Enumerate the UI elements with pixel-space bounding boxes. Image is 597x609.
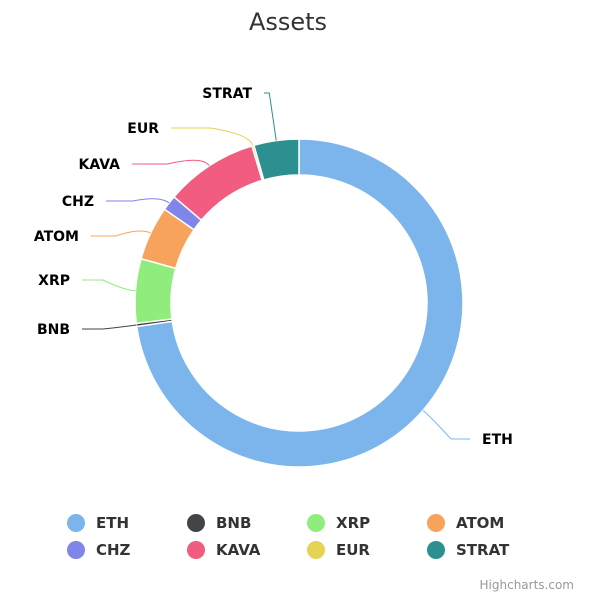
legend-label-bnb: BNB (216, 514, 251, 532)
legend: ETH BNB XRP ATOM CHZ KAVA EUR STRAT (67, 514, 510, 559)
legend-item-bnb[interactable]: BNB (187, 514, 251, 532)
credits-text[interactable]: Highcharts.com (480, 578, 574, 592)
data-label-eth: ETH (482, 432, 513, 448)
legend-item-xrp[interactable]: XRP (307, 514, 370, 532)
data-label-chz: CHZ (62, 194, 94, 210)
legend-label-kava: KAVA (216, 541, 261, 559)
data-label-xrp: XRP (38, 273, 70, 289)
data-label-kava: KAVA (79, 157, 121, 173)
connector-strat (264, 93, 276, 141)
data-label-bnb: BNB (37, 322, 70, 338)
data-label-eur: EUR (127, 121, 159, 137)
legend-symbol-eur (307, 541, 325, 559)
legend-symbol-eth (67, 514, 85, 532)
legend-symbol-strat (427, 541, 445, 559)
connector-kava (132, 160, 209, 165)
legend-label-eth: ETH (96, 514, 129, 532)
connector-xrp (82, 280, 135, 291)
connector-bnb (82, 325, 136, 329)
legend-label-eur: EUR (336, 541, 370, 559)
legend-symbol-bnb (187, 514, 205, 532)
data-label-atom: ATOM (34, 229, 79, 245)
connector-atom (91, 231, 151, 236)
legend-item-strat[interactable]: STRAT (427, 541, 510, 559)
legend-label-atom: ATOM (456, 514, 504, 532)
legend-item-eur[interactable]: EUR (307, 541, 370, 559)
legend-label-xrp: XRP (336, 514, 370, 532)
legend-item-kava[interactable]: KAVA (187, 541, 261, 559)
pie-slices (135, 139, 463, 467)
slice-kava[interactable] (174, 146, 262, 220)
legend-symbol-atom (427, 514, 445, 532)
slice-xrp[interactable] (135, 259, 176, 324)
legend-symbol-chz (67, 541, 85, 559)
legend-item-chz[interactable]: CHZ (67, 541, 131, 559)
legend-label-strat: STRAT (456, 541, 510, 559)
legend-item-eth[interactable]: ETH (67, 514, 129, 532)
legend-symbol-xrp (307, 514, 325, 532)
connector-eth (423, 410, 470, 439)
legend-item-atom[interactable]: ATOM (427, 514, 504, 532)
data-label-strat: STRAT (202, 86, 252, 102)
legend-symbol-kava (187, 541, 205, 559)
chart-title: Assets (249, 8, 327, 36)
connector-eur (171, 128, 253, 146)
connector-chz (106, 199, 169, 203)
legend-label-chz: CHZ (96, 541, 131, 559)
